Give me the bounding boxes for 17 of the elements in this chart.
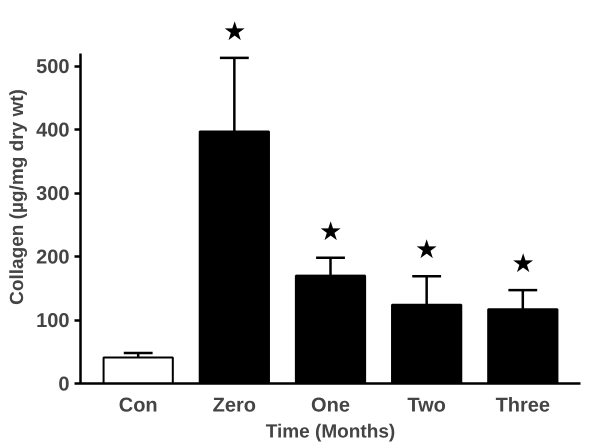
y-axis-title: Collagen (µg/mg dry wt) [7,89,28,305]
y-tick-label: 200 [36,246,70,269]
annotation: ★ [319,216,342,246]
annotation: ★ [511,248,534,278]
y-tick-label: 400 [36,120,70,142]
x-axis-title: Time (Months) [266,422,396,442]
x-tick-label: Zero [212,394,256,416]
x-tick-label: One [311,394,350,416]
x-tick-label: Two [407,394,446,416]
y-tick-label: 500 [36,56,70,78]
annotation: ★ [415,234,438,264]
x-tick-label: Con [118,394,158,416]
y-tick-label: 100 [36,310,70,332]
text: ★ [222,16,246,46]
y-tick-label: 0 [58,374,70,396]
y-tick-label: 300 [36,183,70,206]
x-tick-label: Three [496,394,550,416]
